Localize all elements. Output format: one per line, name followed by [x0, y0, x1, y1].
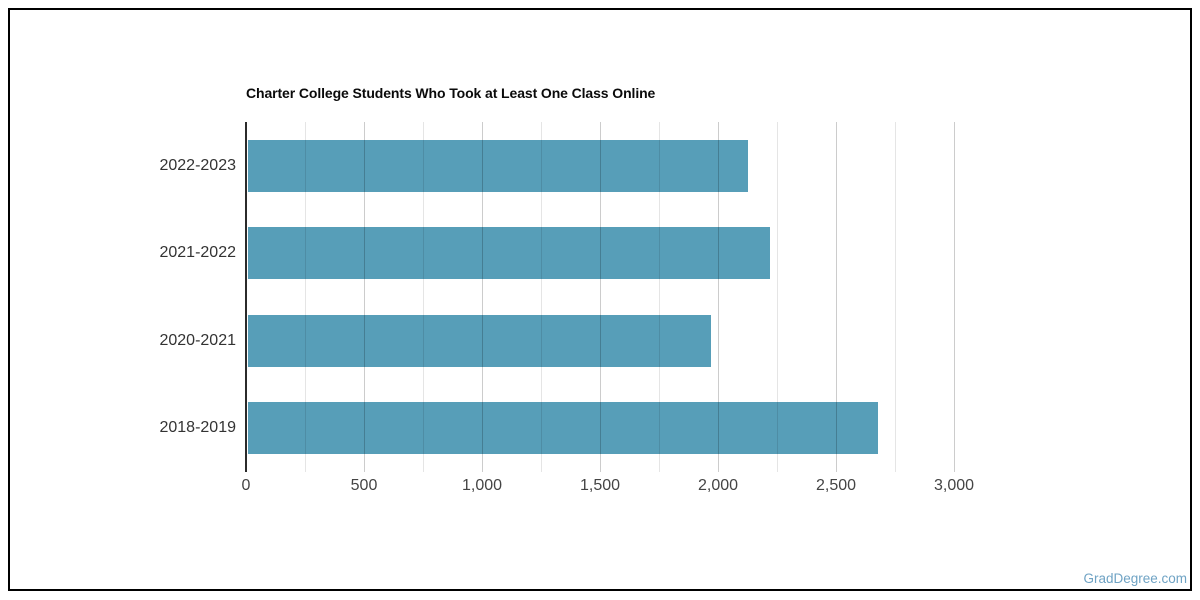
y-tick-label: 2020-2021: [159, 331, 236, 349]
gridline: [423, 122, 424, 472]
chart-title: Charter College Students Who Took at Lea…: [246, 85, 656, 101]
x-tick-label: 0: [241, 477, 251, 494]
gridline: [659, 122, 660, 472]
x-tick-label: 1,500: [579, 477, 621, 494]
y-tick-label: 2018-2019: [159, 419, 236, 437]
x-tick-label: 2,000: [697, 477, 739, 494]
x-tick-label: 3,000: [933, 477, 975, 494]
gridline: [776, 122, 778, 472]
watermark-text: GradDegree.com: [1083, 571, 1187, 586]
gridline: [541, 122, 542, 472]
y-tick-label: 2022-2023: [159, 156, 236, 174]
gridline: [600, 122, 601, 472]
bar-2022-2023: [248, 139, 749, 192]
bar-2020-2021: [248, 314, 711, 367]
gridline: [895, 122, 896, 472]
y-tick-label: 2021-2022: [159, 244, 236, 262]
gridline: [305, 122, 306, 472]
bar-2021-2022: [248, 227, 770, 280]
gridline: [836, 122, 837, 472]
plot-area: [245, 122, 1013, 472]
x-tick-label: 1,000: [461, 477, 503, 494]
bar-2018-2019: [248, 402, 879, 455]
gridline: [718, 122, 719, 472]
x-tick-label: 2,500: [815, 477, 857, 494]
gridline: [482, 122, 483, 472]
gridline: [954, 122, 955, 472]
y-axis-line: [245, 122, 247, 472]
x-tick-label: 500: [350, 477, 378, 494]
gridline: [364, 122, 365, 472]
